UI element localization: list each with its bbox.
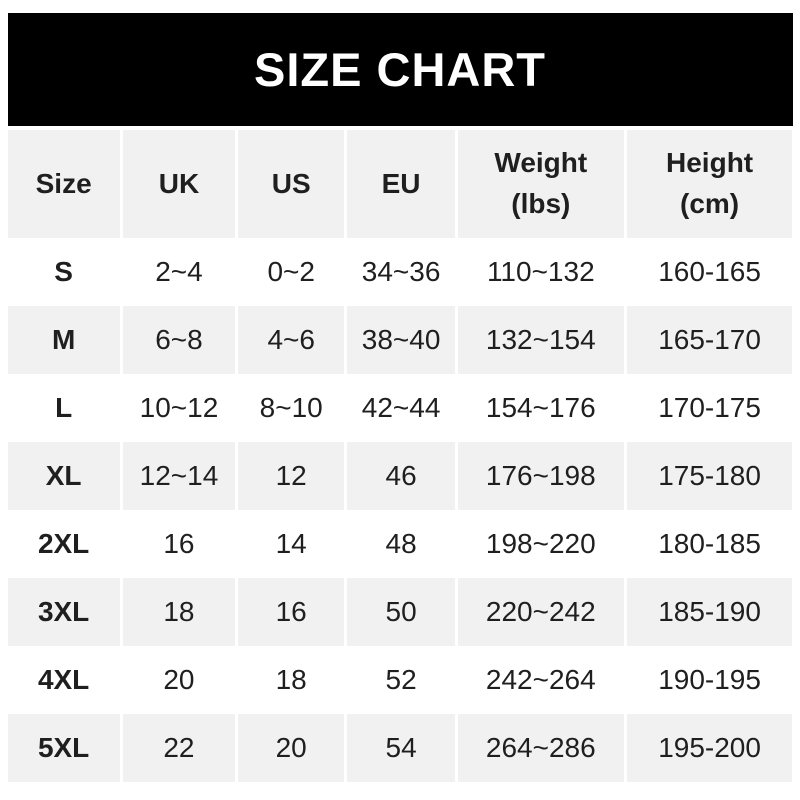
column-header-weight-sublabel: (lbs): [511, 188, 571, 219]
cell-size: M: [7, 306, 120, 374]
table-row-s: S 2~4 0~2 34~36 110~132 160-165: [7, 238, 793, 306]
cell-size: 5XL: [7, 714, 120, 782]
table-row-5xl: 5XL 22 20 54 264~286 195-200: [7, 714, 793, 782]
cell-us: 4~6: [235, 306, 345, 374]
column-header-size-label: Size: [35, 167, 92, 199]
cell-height: 190-195: [623, 646, 793, 714]
cell-uk: 12~14: [119, 442, 236, 510]
cell-weight: 176~198: [454, 442, 624, 510]
column-header-size: Size: [7, 130, 120, 238]
cell-height: 175-180: [623, 442, 793, 510]
cell-uk: 2~4: [119, 238, 236, 306]
cell-weight: 220~242: [454, 578, 624, 646]
cell-uk: 20: [119, 646, 236, 714]
cell-height: 180-185: [623, 510, 793, 578]
cell-eu: 42~44: [344, 374, 455, 442]
cell-eu: 54: [344, 714, 455, 782]
column-header-eu: EU: [344, 130, 455, 238]
cell-uk: 6~8: [119, 306, 236, 374]
cell-size: L: [7, 374, 120, 442]
cell-us: 12: [235, 442, 345, 510]
cell-eu: 52: [344, 646, 455, 714]
table-row-3xl: 3XL 18 16 50 220~242 185-190: [7, 578, 793, 646]
cell-us: 16: [235, 578, 345, 646]
table-row-4xl: 4XL 20 18 52 242~264 190-195: [7, 646, 793, 714]
cell-uk: 22: [119, 714, 236, 782]
column-header-uk: UK: [119, 130, 236, 238]
cell-uk: 10~12: [119, 374, 236, 442]
column-header-us: US: [235, 130, 345, 238]
cell-eu: 46: [344, 442, 455, 510]
column-header-eu-label: EU: [381, 167, 421, 199]
table-row-m: M 6~8 4~6 38~40 132~154 165-170: [7, 306, 793, 374]
column-header-uk-label: UK: [158, 167, 200, 199]
cell-weight: 198~220: [454, 510, 624, 578]
cell-height: 185-190: [623, 578, 793, 646]
cell-size: 4XL: [7, 646, 120, 714]
cell-eu: 34~36: [344, 238, 455, 306]
cell-eu: 50: [344, 578, 455, 646]
cell-height: 160-165: [623, 238, 793, 306]
cell-size: 2XL: [7, 510, 120, 578]
cell-us: 14: [235, 510, 345, 578]
column-header-weight: Weight (lbs): [454, 130, 624, 238]
page-title: SIZE CHART: [254, 43, 546, 96]
cell-size: 3XL: [7, 578, 120, 646]
cell-height: 195-200: [623, 714, 793, 782]
cell-size: XL: [7, 442, 120, 510]
cell-weight: 110~132: [454, 238, 624, 306]
column-header-us-label: US: [271, 167, 311, 199]
cell-us: 8~10: [235, 374, 345, 442]
column-header-weight-label: Weight: [494, 147, 588, 179]
size-table: Size UK US EU Weight (lbs) Height (cm): [7, 130, 793, 782]
cell-us: 18: [235, 646, 345, 714]
table-row-2xl: 2XL 16 14 48 198~220 180-185: [7, 510, 793, 578]
cell-height: 165-170: [623, 306, 793, 374]
cell-uk: 18: [119, 578, 236, 646]
cell-us: 20: [235, 714, 345, 782]
cell-size: S: [7, 238, 120, 306]
cell-height: 170-175: [623, 374, 793, 442]
cell-weight: 132~154: [454, 306, 624, 374]
column-header-height-sublabel: (cm): [680, 188, 740, 219]
table-row-xl: XL 12~14 12 46 176~198 175-180: [7, 442, 793, 510]
cell-eu: 48: [344, 510, 455, 578]
title-banner: SIZE CHART: [7, 13, 793, 126]
table-row-l: L 10~12 8~10 42~44 154~176 170-175: [7, 374, 793, 442]
cell-eu: 38~40: [344, 306, 455, 374]
column-header-height: Height (cm): [623, 130, 793, 238]
cell-us: 0~2: [235, 238, 345, 306]
cell-uk: 16: [119, 510, 236, 578]
cell-weight: 154~176: [454, 374, 624, 442]
table-header-row: Size UK US EU Weight (lbs) Height (cm): [7, 130, 793, 238]
cell-weight: 242~264: [454, 646, 624, 714]
column-header-height-label: Height: [666, 147, 754, 179]
cell-weight: 264~286: [454, 714, 624, 782]
